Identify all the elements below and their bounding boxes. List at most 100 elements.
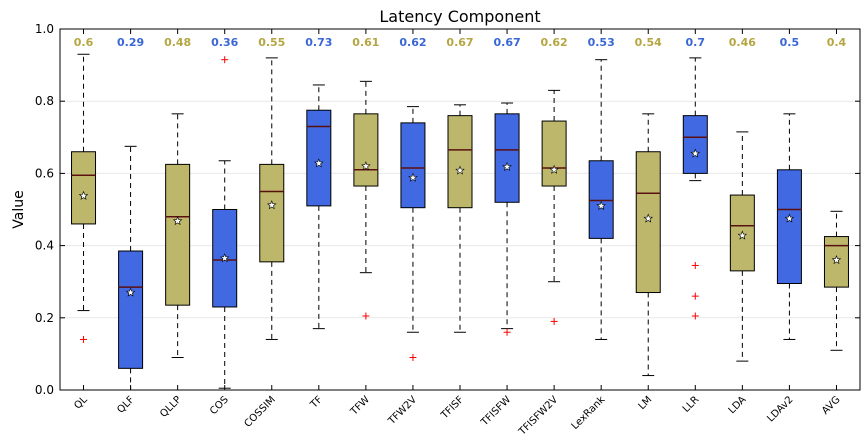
outlier-marker (691, 261, 699, 269)
box-cossim (259, 57, 285, 340)
outlier-marker (550, 317, 558, 325)
y-tick-label: 0.0 (35, 383, 54, 397)
y-axis-label: Value (11, 190, 27, 228)
x-tick-label: LLR (681, 394, 702, 415)
mean-marker (455, 165, 465, 175)
box-iqr (259, 163, 285, 263)
mean-label: 0.29 (117, 36, 144, 49)
mean-label: 0.53 (588, 36, 615, 49)
mean-label: 0.48 (164, 36, 191, 49)
box-qllp (165, 113, 191, 359)
mean-label: 0.73 (305, 36, 332, 49)
box-iqr (776, 169, 802, 285)
mean-label: 0.46 (729, 36, 756, 49)
mean-marker (172, 216, 183, 226)
box-iqr (118, 250, 144, 369)
mean-marker (737, 230, 748, 240)
y-tick-label: 0.4 (35, 239, 54, 253)
box-iqr (71, 151, 97, 225)
box-iqr (541, 120, 567, 187)
box-lexrank (588, 59, 614, 340)
x-tick-label: LexRank (570, 394, 608, 432)
mean-label: 0.6 (74, 36, 94, 49)
mean-label: 0.7 (686, 36, 706, 49)
mean-label: 0.61 (352, 36, 379, 49)
mean-marker (78, 190, 89, 200)
x-tick-label: TF (308, 394, 325, 411)
box-iqr (494, 113, 520, 203)
y-tick-label: 1.0 (35, 22, 54, 36)
box-tfw2v (400, 106, 426, 362)
mean-label: 0.62 (541, 36, 568, 49)
y-tick-label: 0.8 (35, 94, 54, 108)
outlier-marker (409, 354, 417, 362)
mean-marker (690, 148, 701, 158)
mean-label: 0.67 (446, 36, 473, 49)
mean-marker (643, 213, 654, 223)
box-cos (212, 56, 238, 389)
mean-marker (549, 164, 559, 174)
y-tick-label: 0.2 (35, 311, 54, 325)
x-tick-label: TFW2V (386, 394, 419, 427)
x-tick-label: QL (72, 394, 90, 412)
mean-label: 0.62 (399, 36, 426, 49)
box-tfisf (447, 104, 473, 333)
x-tick-label: TFISF (439, 394, 467, 422)
box-iqr (588, 160, 614, 239)
box-iqr (353, 113, 379, 187)
mean-label: 0.54 (635, 36, 662, 49)
outlier-marker (691, 312, 699, 320)
outlier-marker (80, 335, 88, 343)
mean-marker (314, 158, 324, 168)
box-iqr (165, 163, 191, 306)
mean-marker (831, 255, 842, 265)
mean-marker (408, 172, 418, 182)
y-tick-label: 0.6 (35, 166, 54, 180)
box-ql (71, 53, 97, 343)
box-tfw (353, 80, 379, 320)
y-axis: 0.0 0.2 0.4 0.6 0.8 1.0 (35, 22, 860, 397)
box-iqr (682, 115, 708, 174)
x-tick-label: QLF (115, 394, 137, 416)
x-tick-label: COSSIM (242, 394, 277, 429)
x-tick-label: TFISFW (479, 394, 514, 429)
boxes (71, 53, 849, 391)
x-tick-label: AVG (820, 394, 842, 416)
x-tick-label: LDAv2 (765, 394, 795, 424)
outlier-marker (362, 312, 370, 320)
x-tick-label: LM (637, 394, 655, 412)
box-qlf (118, 145, 144, 391)
mean-marker (361, 161, 371, 171)
mean-marker (596, 200, 606, 210)
mean-marker (125, 287, 136, 297)
x-tick-label: TFW (348, 394, 372, 418)
box-iqr (306, 109, 332, 207)
mean-marker (784, 213, 795, 223)
outlier-marker (691, 292, 699, 300)
mean-marker (219, 253, 230, 263)
box-tfisfw (494, 102, 520, 336)
mean-label: 0.67 (493, 36, 520, 49)
mean-labels: 0.6 0.29 0.48 0.36 0.55 0.73 0.61 0.62 0.67 0.67 0… (74, 36, 847, 49)
mean-marker (266, 200, 277, 210)
mean-label: 0.5 (780, 36, 800, 49)
box-ldav2 (776, 113, 802, 340)
x-tick-label: QLLP (158, 394, 183, 419)
box-iqr (400, 122, 426, 209)
box-iqr (635, 151, 661, 294)
box-lda (729, 131, 755, 362)
box-llr (682, 57, 708, 320)
box-lm (635, 113, 661, 377)
box-avg (823, 210, 849, 351)
outlier-marker (503, 328, 511, 336)
mean-label: 0.4 (827, 36, 847, 49)
mean-label: 0.36 (211, 36, 238, 49)
chart-title: Latency Component (379, 7, 540, 26)
box-tf (306, 84, 332, 330)
box-iqr (447, 115, 473, 209)
x-tick-label: COS (208, 394, 231, 417)
outlier-marker (221, 56, 229, 64)
mean-label: 0.55 (258, 36, 285, 49)
x-tick-label: LDA (727, 394, 749, 416)
